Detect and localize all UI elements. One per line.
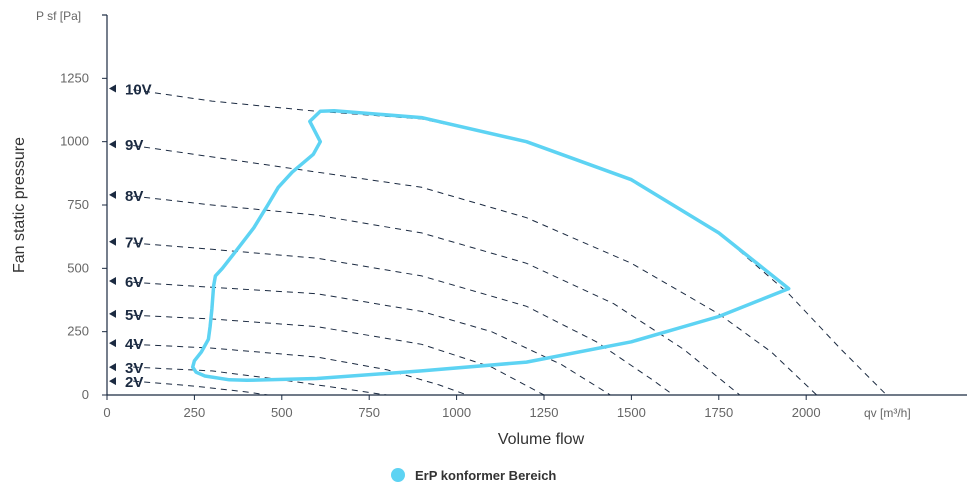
x-axis-title: Volume flow — [498, 431, 585, 448]
voltage-arrow-icon — [109, 237, 116, 246]
voltage-arrow-icon — [109, 84, 116, 93]
x-tick-label: 250 — [184, 405, 206, 420]
y-tick-label: 0 — [82, 387, 89, 402]
y-unit-label: P sf [Pa] — [36, 9, 81, 23]
voltage-arrow-icon — [109, 309, 116, 318]
voltage-label-5V: 5V — [125, 307, 143, 324]
legend-marker — [391, 468, 405, 482]
legend-label: ErP konformer Bereich — [415, 468, 556, 483]
x-tick-label: 1500 — [617, 405, 646, 420]
voltage-curve-10V — [133, 89, 887, 396]
voltage-label-6V: 6V — [125, 274, 143, 291]
erp-area-outline — [190, 109, 791, 383]
voltage-label-2V: 2V — [125, 374, 143, 391]
voltage-curve-3V — [133, 366, 387, 396]
y-tick-label: 250 — [67, 324, 89, 339]
x-unit-label: qv [m³/h] — [864, 406, 911, 420]
y-tick-label: 750 — [67, 197, 89, 212]
x-tick-label: 1250 — [530, 405, 559, 420]
voltage-label-9V: 9V — [125, 137, 143, 154]
voltage-label-10V: 10V — [125, 81, 152, 98]
y-tick-label: 1250 — [60, 70, 89, 85]
voltage-label-3V: 3V — [125, 360, 143, 377]
y-tick-label: 500 — [67, 260, 89, 275]
voltage-curve-7V — [133, 242, 674, 396]
voltage-curve-5V — [133, 314, 545, 396]
x-tick-label: 1000 — [442, 405, 471, 420]
y-axis-title: Fan static pressure — [11, 137, 28, 273]
y-tick-label: 1000 — [60, 134, 89, 149]
axes: 0 250 500 750 1000 1250 1500 1750 2000 0 250 500 750… — [60, 14, 967, 420]
voltage-arrow-icon — [109, 140, 116, 149]
x-tick-label: 750 — [358, 405, 380, 420]
voltage-label-7V: 7V — [125, 235, 143, 252]
voltage-arrow-icon — [109, 377, 116, 386]
x-tick-label: 500 — [271, 405, 293, 420]
voltage-curve-8V — [133, 195, 741, 396]
voltage-label-4V: 4V — [125, 336, 143, 353]
voltage-arrow-icon — [109, 277, 116, 285]
x-tick-label: 0 — [103, 405, 110, 420]
voltage-label-8V: 8V — [125, 188, 143, 205]
voltage-arrow-icon — [109, 363, 116, 372]
voltage-arrow-icon — [109, 190, 116, 199]
voltage-arrow-icon — [109, 339, 116, 348]
erp-series — [190, 109, 791, 383]
legend: ErP konformer Bereich — [391, 468, 556, 483]
x-tick-label: 2000 — [792, 405, 821, 420]
voltage-curve-2V — [133, 380, 268, 396]
voltage-curves — [133, 89, 887, 396]
voltage-curve-9V — [133, 145, 818, 396]
voltage-curve-6V — [133, 281, 611, 396]
x-tick-label: 1750 — [704, 405, 733, 420]
